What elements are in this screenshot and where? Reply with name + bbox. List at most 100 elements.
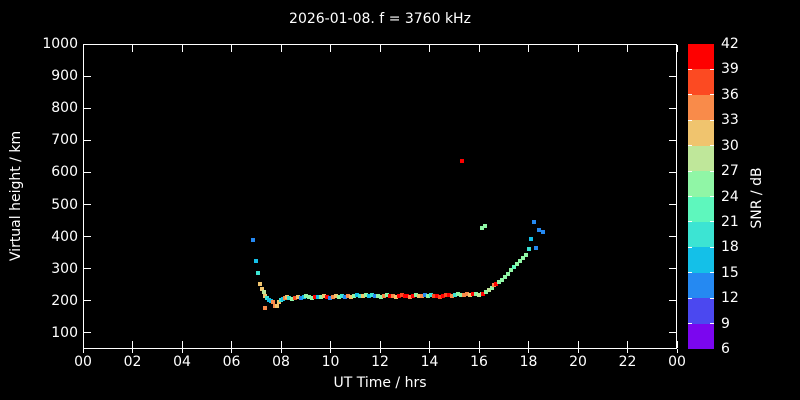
- x-tick: [181, 349, 183, 353]
- data-point: [360, 293, 365, 298]
- data-point: [387, 294, 392, 299]
- colorbar-segment: [688, 272, 714, 299]
- x-tick: [429, 45, 430, 52]
- colorbar-tick: [688, 246, 692, 248]
- data-point: [313, 294, 318, 299]
- colorbar-tick: [710, 170, 714, 172]
- x-tick: [132, 341, 133, 348]
- y-tick: [84, 107, 91, 109]
- data-point: [310, 295, 315, 300]
- data-point: [408, 294, 413, 299]
- colorbar-tick-label: 24: [721, 188, 739, 205]
- x-tick: [429, 349, 430, 353]
- chart-title: 2026-01-08. f = 3760 kHz: [289, 11, 471, 27]
- data-point: [524, 253, 529, 258]
- data-point: [432, 294, 437, 299]
- x-tick-label: 22: [618, 354, 637, 370]
- data-point: [390, 293, 395, 298]
- x-tick: [528, 341, 529, 348]
- y-tick-label: 400: [51, 228, 78, 245]
- data-point: [515, 261, 520, 266]
- data-point: [506, 271, 511, 276]
- x-tick: [577, 341, 579, 348]
- x-tick: [82, 349, 84, 353]
- x-tick-label: 00: [74, 354, 92, 370]
- x-tick: [82, 341, 84, 348]
- y-tick-label: 300: [51, 260, 78, 277]
- colorbar-tick: [688, 221, 692, 223]
- colorbar-tick: [710, 68, 714, 70]
- y-tick-label: 800: [51, 100, 78, 117]
- data-point: [476, 292, 481, 297]
- y-tick: [669, 268, 676, 270]
- data-point: [423, 293, 428, 298]
- colorbar-segment: [688, 247, 714, 273]
- data-point: [346, 294, 351, 299]
- data-point: [256, 270, 261, 275]
- data-point: [298, 296, 303, 301]
- data-point: [270, 299, 275, 304]
- y-tick: [84, 171, 91, 173]
- plot-area: [83, 44, 677, 349]
- data-point: [357, 294, 362, 299]
- data-point: [452, 293, 457, 298]
- data-point: [534, 245, 539, 250]
- data-point: [307, 294, 312, 299]
- colorbar-tick-label: 21: [721, 213, 739, 230]
- data-point: [503, 274, 508, 279]
- data-point: [447, 292, 452, 297]
- x-tick: [627, 45, 628, 52]
- data-point: [322, 294, 327, 299]
- data-point: [319, 294, 324, 299]
- data-point: [458, 293, 463, 298]
- colorbar-tick: [710, 94, 714, 96]
- data-point: [372, 294, 377, 299]
- x-tick: [478, 45, 480, 52]
- data-point: [467, 293, 472, 298]
- data-point: [441, 294, 446, 299]
- y-tick-label: 200: [51, 292, 78, 309]
- x-tick: [231, 45, 232, 52]
- x-tick: [280, 349, 282, 353]
- x-tick-label: 14: [420, 354, 439, 370]
- data-point: [464, 292, 469, 297]
- colorbar-tick: [710, 221, 714, 223]
- colorbar-tick-label: 18: [721, 239, 739, 256]
- x-tick: [676, 349, 678, 353]
- colorbar-tick: [710, 323, 714, 325]
- data-point: [276, 300, 281, 305]
- data-point: [369, 293, 374, 298]
- data-point: [438, 294, 443, 299]
- colorbar-tick: [710, 246, 714, 248]
- data-point: [375, 293, 380, 298]
- y-tick-label: 900: [51, 68, 78, 85]
- data-point: [301, 295, 306, 300]
- colorbar-tick: [688, 170, 692, 172]
- data-point: [435, 293, 440, 298]
- y-tick: [84, 204, 91, 206]
- colorbar-tick-label: 12: [721, 290, 739, 307]
- data-point: [262, 305, 267, 310]
- data-point: [259, 286, 264, 291]
- y-tick: [669, 107, 676, 109]
- x-tick-label: 08: [272, 354, 290, 370]
- x-tick: [379, 45, 381, 52]
- colorbar-tick-label: 27: [721, 163, 739, 180]
- x-tick-label: 00: [668, 354, 686, 370]
- data-point: [497, 280, 502, 285]
- y-tick: [84, 139, 91, 141]
- x-tick: [181, 341, 183, 348]
- data-point: [349, 294, 354, 299]
- data-point: [343, 294, 348, 299]
- colorbar-segment: [688, 196, 714, 222]
- x-tick: [478, 349, 480, 353]
- colorbar-segment: [688, 44, 714, 70]
- data-point: [366, 294, 371, 299]
- colorbar-segment: [688, 145, 714, 172]
- data-point: [512, 265, 517, 270]
- colorbar: [688, 44, 714, 350]
- x-tick: [330, 45, 331, 52]
- data-point: [483, 224, 488, 229]
- data-point: [334, 294, 339, 299]
- data-point: [396, 294, 401, 299]
